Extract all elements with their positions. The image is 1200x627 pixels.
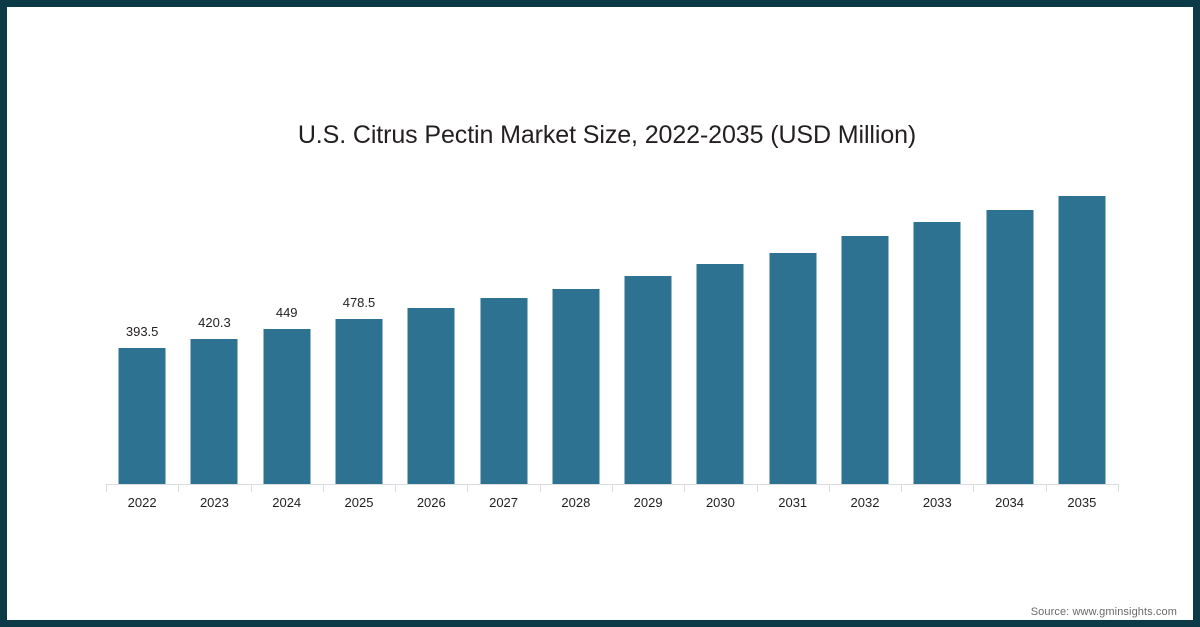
bar-group bbox=[829, 157, 901, 485]
bar-2031 bbox=[769, 253, 817, 485]
bar-2022 bbox=[118, 348, 166, 485]
bar-group bbox=[901, 157, 973, 485]
bar-group: 420.3 bbox=[178, 157, 250, 485]
bar-value-label-2023: 420.3 bbox=[198, 314, 231, 330]
bar-group bbox=[540, 157, 612, 485]
bar-group bbox=[467, 157, 539, 485]
source-attribution: Source: www.gminsights.com bbox=[1030, 606, 1177, 618]
x-tick-label-2035: 2035 bbox=[1067, 495, 1097, 510]
x-tick-label-2023: 2023 bbox=[199, 495, 229, 510]
x-tick-label-2022: 2022 bbox=[127, 495, 157, 510]
bar-2033 bbox=[913, 222, 961, 485]
bar-group bbox=[612, 157, 684, 485]
x-tick-label-2034: 2034 bbox=[995, 495, 1025, 510]
x-tick-label-2031: 2031 bbox=[778, 495, 808, 510]
bar-value-label-2025: 478.5 bbox=[342, 294, 376, 310]
x-tick-label-2028: 2028 bbox=[561, 495, 591, 510]
bar-2029 bbox=[624, 276, 672, 485]
x-axis-tick bbox=[1045, 484, 1047, 492]
x-axis-tick bbox=[106, 484, 107, 492]
bar-2032 bbox=[841, 236, 889, 485]
bar-value-label-2024: 449 bbox=[275, 304, 298, 320]
bar-2025 bbox=[335, 318, 383, 485]
x-axis-tick bbox=[322, 484, 324, 492]
bar-group bbox=[395, 157, 467, 485]
x-axis-tick bbox=[901, 484, 903, 492]
x-tick-label-2030: 2030 bbox=[705, 495, 735, 510]
bar-group bbox=[1046, 157, 1118, 485]
x-tick-label-2027: 2027 bbox=[489, 495, 519, 510]
bar-2035 bbox=[1058, 196, 1106, 485]
bar-2026 bbox=[407, 307, 455, 485]
bar-2028 bbox=[552, 289, 600, 485]
x-tick-label-2033: 2033 bbox=[922, 495, 952, 510]
bar-2027 bbox=[480, 298, 528, 485]
bar-group: 449 bbox=[251, 157, 323, 485]
x-tick-label-2026: 2026 bbox=[416, 495, 446, 510]
x-tick-label-2025: 2025 bbox=[344, 495, 374, 510]
bar-value-label-2022: 393.5 bbox=[125, 324, 159, 340]
x-axis-tick bbox=[539, 484, 541, 492]
chart-title: U.S. Citrus Pectin Market Size, 2022-203… bbox=[297, 121, 917, 149]
x-axis-tick bbox=[973, 484, 975, 492]
bar-group bbox=[973, 157, 1045, 485]
x-axis-tick bbox=[828, 484, 830, 492]
bar-2030 bbox=[696, 264, 744, 485]
bar-2024 bbox=[263, 328, 311, 485]
x-tick-label-2032: 2032 bbox=[850, 495, 880, 510]
bar-group: 393.5 bbox=[106, 157, 178, 485]
bar-group bbox=[757, 157, 829, 485]
x-axis-tick bbox=[178, 484, 180, 492]
x-axis-tick bbox=[756, 484, 758, 492]
bar-2034 bbox=[986, 209, 1034, 485]
bar-group bbox=[684, 157, 756, 485]
x-axis-tick bbox=[250, 484, 252, 492]
x-tick-label-2029: 2029 bbox=[633, 495, 663, 510]
plot-area: 393.5 420.3 449 478.5 bbox=[106, 157, 1118, 485]
bar-group: 478.5 bbox=[323, 157, 395, 485]
bar-2023 bbox=[190, 338, 238, 485]
x-axis-tick bbox=[395, 484, 397, 492]
x-axis-tick bbox=[612, 484, 613, 492]
x-axis-tick bbox=[1118, 484, 1119, 492]
x-tick-label-2024: 2024 bbox=[272, 495, 302, 510]
x-axis-tick bbox=[467, 484, 469, 492]
x-axis-tick bbox=[684, 484, 686, 492]
